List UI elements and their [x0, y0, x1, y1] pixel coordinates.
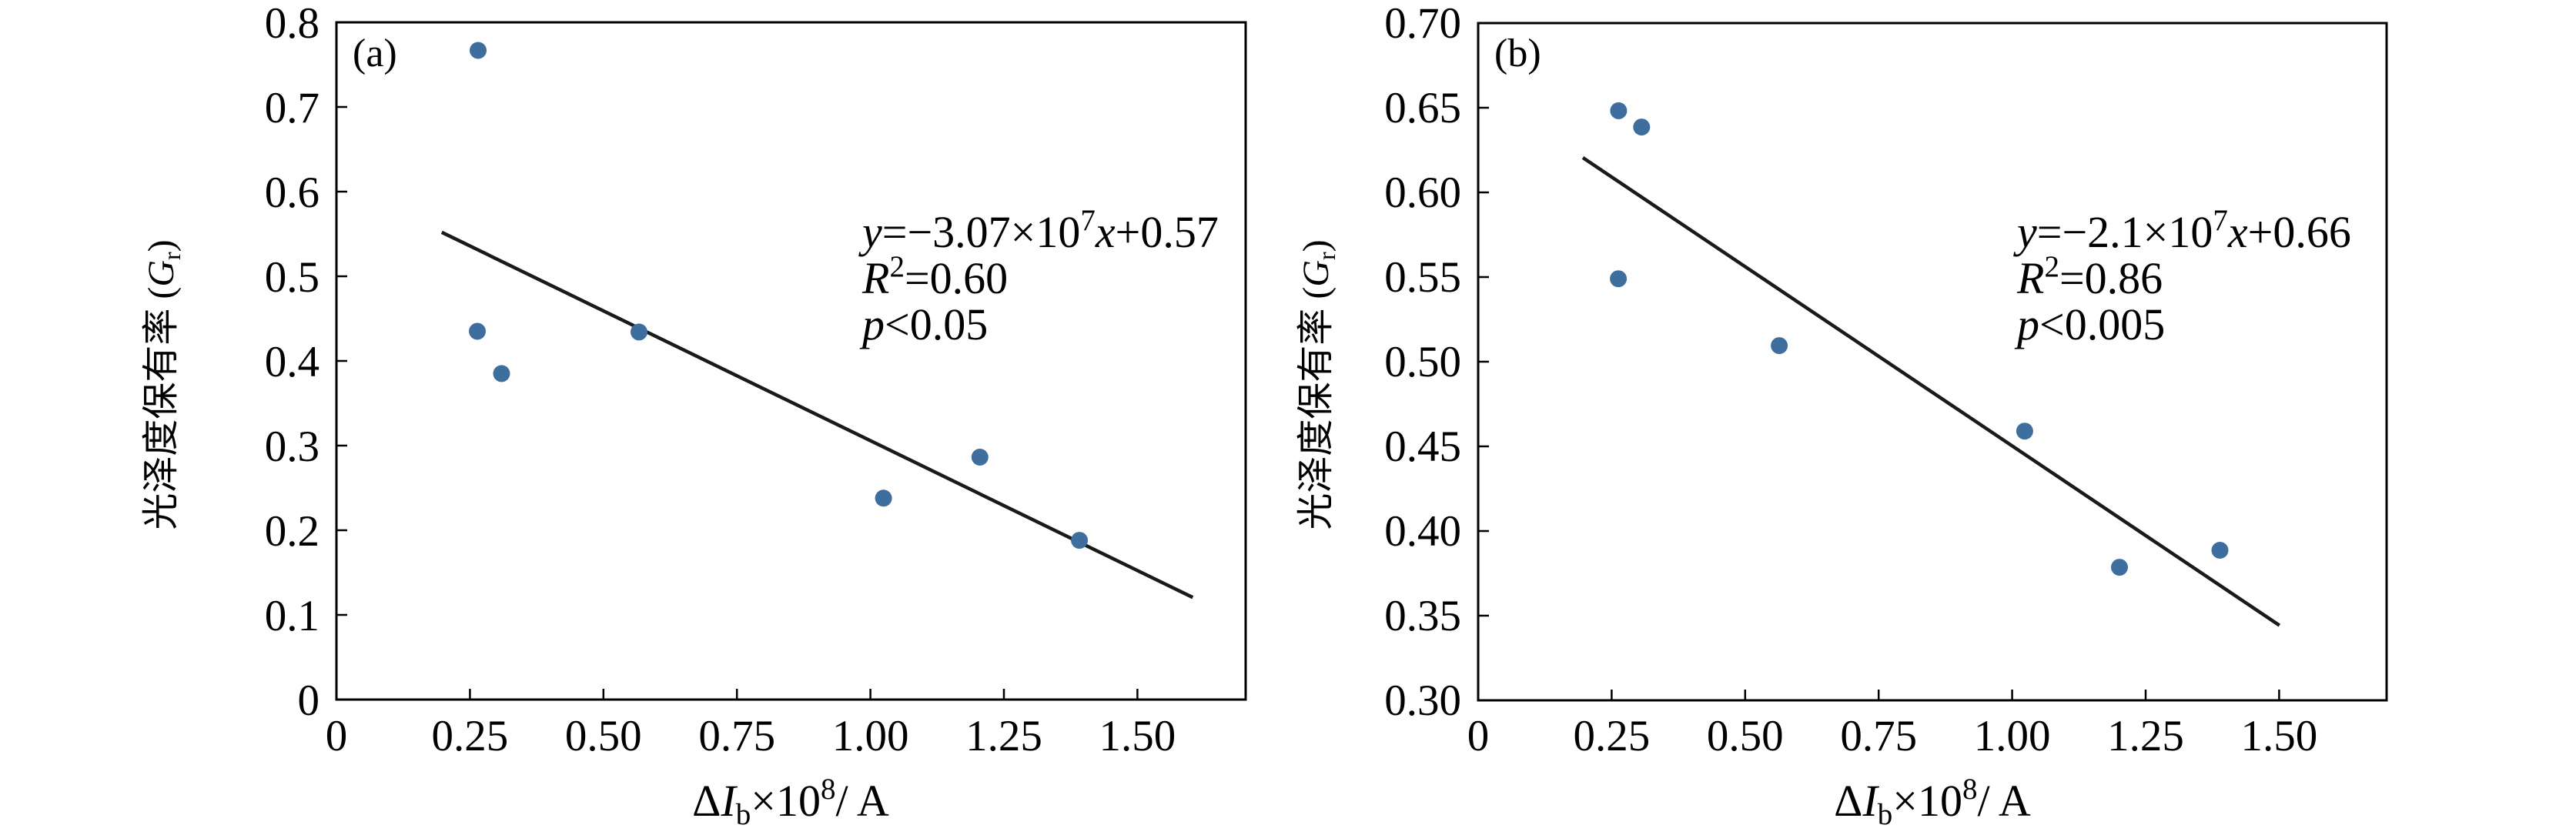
svg-text:0.40: 0.40 — [1384, 507, 1461, 556]
svg-text:光泽度保有率 (Gr): 光泽度保有率 (Gr) — [1296, 239, 1340, 529]
svg-text:y=−3.07×107x+0.57: y=−3.07×107x+0.57 — [858, 204, 1219, 257]
svg-text:0.1: 0.1 — [265, 592, 319, 640]
svg-text:0: 0 — [326, 712, 348, 760]
svg-text:0.50: 0.50 — [565, 712, 642, 760]
svg-text:0.7: 0.7 — [265, 84, 319, 132]
svg-text:y=−2.1×107x+0.66: y=−2.1×107x+0.66 — [2013, 204, 2351, 257]
svg-text:0.6: 0.6 — [265, 169, 319, 217]
svg-text:0.3: 0.3 — [265, 423, 319, 471]
svg-text:1.25: 1.25 — [965, 712, 1042, 760]
svg-text:0.8: 0.8 — [265, 0, 319, 48]
svg-text:(b): (b) — [1494, 32, 1541, 75]
svg-text:0.65: 0.65 — [1384, 84, 1461, 132]
svg-text:0.60: 0.60 — [1384, 169, 1461, 217]
svg-text:0.5: 0.5 — [265, 253, 319, 302]
svg-text:(a): (a) — [353, 32, 397, 75]
svg-text:0.45: 0.45 — [1384, 423, 1461, 471]
svg-text:0.2: 0.2 — [265, 507, 319, 556]
svg-text:0.50: 0.50 — [1384, 338, 1461, 386]
svg-text:0.30: 0.30 — [1384, 676, 1461, 725]
svg-text:0.25: 0.25 — [432, 712, 509, 760]
svg-text:p<0.05: p<0.05 — [859, 299, 988, 349]
svg-text:p<0.005: p<0.005 — [2014, 299, 2165, 349]
svg-text:0.35: 0.35 — [1384, 592, 1461, 640]
svg-text:0.4: 0.4 — [265, 338, 319, 386]
svg-text:R2=0.86: R2=0.86 — [2016, 250, 2163, 303]
svg-text:0.25: 0.25 — [1574, 712, 1651, 760]
svg-text:0: 0 — [1467, 712, 1490, 760]
svg-text:0.50: 0.50 — [1707, 712, 1784, 760]
svg-text:0.75: 0.75 — [1840, 712, 1917, 760]
svg-text:光泽度保有率 (Gr): 光泽度保有率 (Gr) — [141, 239, 186, 529]
svg-text:0.75: 0.75 — [698, 712, 775, 760]
svg-text:ΔIb×108/ A: ΔIb×108/ A — [692, 773, 889, 831]
svg-text:1.00: 1.00 — [832, 712, 909, 760]
svg-text:1.50: 1.50 — [2241, 712, 2318, 760]
svg-text:1.50: 1.50 — [1099, 712, 1176, 760]
svg-text:0.70: 0.70 — [1384, 0, 1461, 48]
svg-text:1.25: 1.25 — [2107, 712, 2184, 760]
svg-text:1.00: 1.00 — [1974, 712, 2051, 760]
svg-text:R2=0.60: R2=0.60 — [861, 250, 1008, 303]
svg-text:0: 0 — [298, 676, 320, 725]
svg-text:0.55: 0.55 — [1384, 253, 1461, 302]
svg-text:ΔIb×108/ A: ΔIb×108/ A — [1834, 773, 2031, 831]
